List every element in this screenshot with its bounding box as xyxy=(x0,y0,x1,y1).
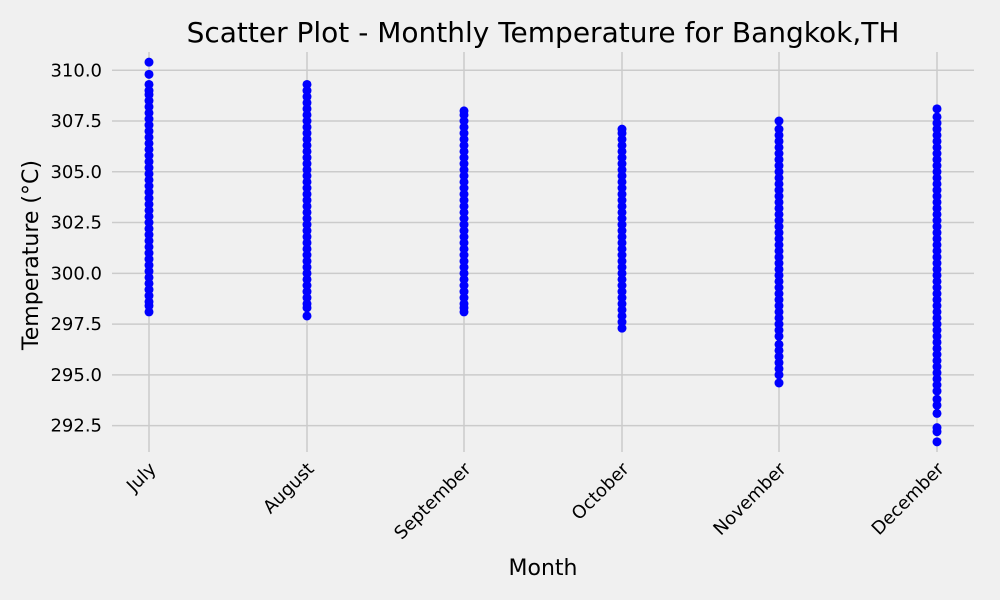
y-axis-label: Temperature (°C) xyxy=(19,160,44,351)
data-point xyxy=(617,124,627,134)
data-point xyxy=(302,311,312,321)
y-tick-label: 300.0 xyxy=(50,263,102,284)
data-point xyxy=(144,69,154,79)
y-tick-label: 307.5 xyxy=(50,111,102,132)
y-tick-label: 297.5 xyxy=(50,314,102,335)
data-point xyxy=(932,423,942,433)
data-point xyxy=(459,106,469,116)
data-point xyxy=(932,437,942,447)
data-point xyxy=(932,394,942,404)
x-axis-label: Month xyxy=(509,556,578,581)
data-point xyxy=(932,104,942,114)
y-tick-label: 305.0 xyxy=(50,162,102,183)
y-tick-label: 295.0 xyxy=(50,365,102,386)
data-point xyxy=(932,408,942,418)
y-tick-label: 292.5 xyxy=(50,416,102,437)
data-point xyxy=(774,339,784,349)
y-tick-label: 302.5 xyxy=(50,213,102,234)
data-points xyxy=(144,57,942,447)
chart-title: Scatter Plot - Monthly Temperature for B… xyxy=(187,16,900,49)
data-point xyxy=(144,57,154,67)
data-point xyxy=(774,116,784,126)
y-tick-label: 310.0 xyxy=(50,60,102,81)
data-point xyxy=(774,378,784,388)
data-point xyxy=(932,112,942,122)
data-point xyxy=(302,79,312,89)
data-point xyxy=(774,124,784,134)
data-point xyxy=(144,79,154,89)
